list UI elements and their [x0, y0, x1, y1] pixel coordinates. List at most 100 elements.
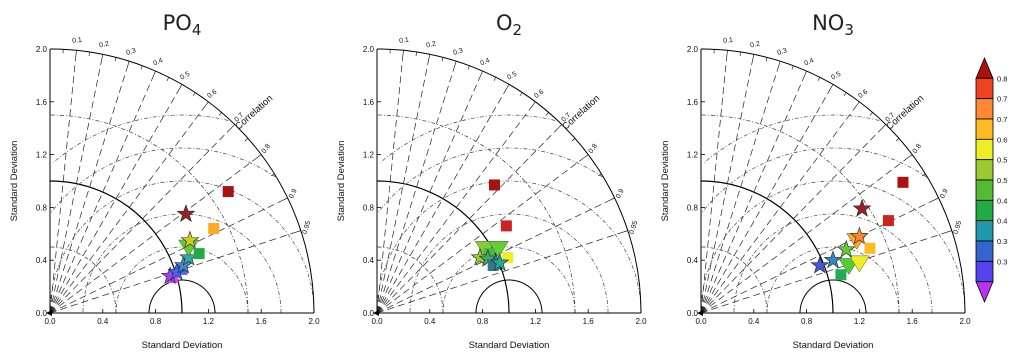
- correlation-tick-label: 0.95: [629, 220, 640, 235]
- correlation-tick-label: 0.1: [723, 37, 733, 45]
- y-tick-label: 1.6: [687, 98, 699, 107]
- correlation-minor-tick: [533, 102, 535, 105]
- correlation-line: [701, 231, 952, 313]
- panel-title-subscript: 4: [192, 21, 202, 39]
- x-tick-label: 2.0: [308, 317, 320, 326]
- y-tick-label: 1.2: [36, 151, 48, 160]
- correlation-minor-tick: [481, 71, 483, 75]
- data-point-square: [223, 186, 234, 197]
- correlation-minor-tick: [948, 231, 952, 232]
- correlation-line: [701, 71, 807, 313]
- correlation-line: [377, 54, 430, 313]
- data-point-square: [501, 220, 512, 231]
- colorbar-tick-label: 0.6: [997, 135, 1007, 144]
- correlation-minor-tick: [442, 57, 443, 61]
- x-tick-label: 1.6: [583, 317, 595, 326]
- data-point-square: [897, 177, 908, 188]
- correlation-minor-tick: [805, 71, 807, 75]
- rms-arc: [377, 181, 641, 313]
- colorbar-tick-label: 0.5: [997, 176, 1007, 185]
- y-tick-label: 2.0: [36, 45, 48, 54]
- y-axis-label: Standard Deviation: [660, 141, 671, 222]
- y-tick-label: 0.8: [36, 203, 48, 212]
- y-tick-label: 1.2: [363, 151, 375, 160]
- rms-arc: [50, 181, 314, 313]
- panel-title: PO4: [163, 11, 202, 39]
- x-tick-label: 0.0: [695, 317, 707, 326]
- correlation-minor-tick: [297, 231, 301, 232]
- x-tick-label: 0.4: [424, 317, 436, 326]
- x-tick-label: 2.0: [635, 317, 647, 326]
- data-point-square: [864, 243, 875, 254]
- correlation-tick-label: 0.4: [479, 57, 491, 67]
- correlation-minor-tick: [792, 66, 793, 70]
- correlation-minor-tick: [219, 112, 222, 115]
- correlation-line: [377, 61, 456, 313]
- data-point-square: [208, 223, 219, 234]
- x-tick-label: 1.2: [854, 317, 866, 326]
- y-tick-label: 0.0: [687, 309, 699, 318]
- correlation-minor-tick: [870, 112, 873, 115]
- colorbar-tick-label: 0.5: [997, 156, 1007, 165]
- correlation-line: [50, 124, 235, 313]
- correlation-minor-tick: [89, 52, 90, 56]
- colorbar-tick-label: 0.4: [997, 217, 1007, 226]
- correlation-tick-label: 0.9: [939, 188, 950, 200]
- correlation-minor-tick: [766, 57, 767, 61]
- correlation-tick-label: 0.2: [99, 41, 110, 50]
- correlation-minor-tick: [245, 138, 248, 141]
- x-tick-label: 0.8: [150, 317, 162, 326]
- correlation-line: [377, 71, 483, 313]
- y-tick-label: 2.0: [687, 45, 699, 54]
- colorbar-bottom-triangle: [976, 282, 993, 302]
- panel-title: NO3: [812, 11, 854, 39]
- correlation-tick-label: 0.5: [179, 71, 191, 82]
- correlation-line: [701, 54, 754, 313]
- colorbar-segment: [976, 139, 993, 159]
- data-point-star: [177, 205, 194, 221]
- colorbar-tick-label: 0.4: [997, 196, 1007, 205]
- colorbar: 0.80.70.70.60.50.50.40.40.30.3: [976, 58, 1007, 302]
- y-axis-label: Standard Deviation: [9, 141, 20, 222]
- correlation-tick-label: 0.3: [776, 47, 787, 57]
- correlation-minor-tick: [857, 102, 859, 105]
- correlation-tick-label: 0.2: [426, 41, 437, 50]
- correlation-line: [377, 102, 535, 313]
- std-arc: [377, 115, 575, 313]
- panel-title-subscript: 3: [844, 21, 854, 39]
- colorbar-segment: [976, 200, 993, 220]
- colorbar-tick-label: 0.3: [997, 237, 1007, 246]
- correlation-minor-tick: [831, 84, 833, 87]
- colorbar-tick-label: 0.8: [997, 74, 1007, 83]
- correlation-minor-tick: [818, 77, 820, 81]
- x-tick-label: 1.6: [907, 317, 919, 326]
- correlation-minor-tick: [128, 61, 129, 65]
- x-tick-label: 1.6: [256, 317, 268, 326]
- correlation-minor-tick: [429, 54, 430, 58]
- y-tick-label: 0.4: [363, 256, 375, 265]
- correlation-minor-tick: [468, 66, 469, 70]
- panel-title-main: NO: [812, 11, 844, 35]
- correlation-tick-label: 0.1: [72, 37, 82, 45]
- correlation-tick-label: 0.9: [615, 188, 626, 200]
- colorbar-segment: [976, 160, 993, 180]
- correlation-minor-tick: [520, 93, 522, 96]
- correlation-minor-tick: [284, 198, 288, 200]
- correlation-tick-label: 0.6: [206, 88, 218, 100]
- correlation-minor-tick: [141, 66, 142, 70]
- x-tick-label: 0.4: [97, 317, 109, 326]
- correlation-tick-label: 0.3: [452, 47, 463, 57]
- correlation-line: [50, 61, 129, 313]
- colorbar-segment: [976, 119, 993, 139]
- correlation-minor-tick: [935, 198, 939, 200]
- correlation-minor-tick: [753, 54, 754, 58]
- rms-arc: [701, 181, 965, 313]
- data-point-star: [838, 241, 855, 257]
- correlation-minor-tick: [585, 155, 588, 157]
- data-point-square: [489, 179, 500, 190]
- correlation-tick-label: 0.5: [506, 71, 518, 82]
- correlation-minor-tick: [572, 138, 575, 141]
- correlation-tick-label: 0.95: [302, 220, 313, 235]
